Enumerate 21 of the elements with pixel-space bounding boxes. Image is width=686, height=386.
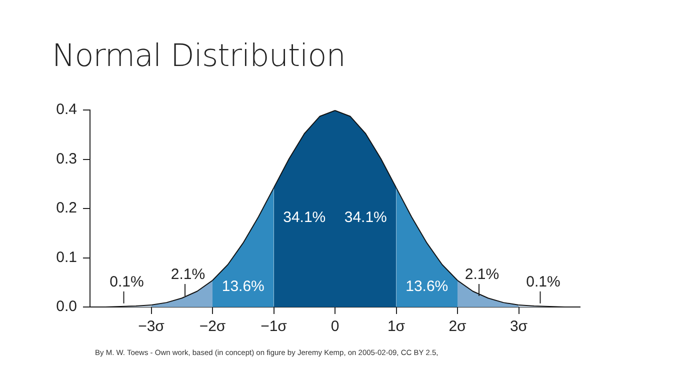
x-tick-label: 3σ <box>510 318 528 336</box>
x-tick-label: −1σ <box>260 318 288 336</box>
annotation: 0.1% <box>110 274 144 291</box>
y-tick-label: 0.3 <box>56 150 77 168</box>
annotation: 13.6% <box>222 278 264 296</box>
annotation: 34.1% <box>344 208 387 226</box>
annotation: 2.1% <box>170 266 206 284</box>
y-tick-label: 0.2 <box>56 200 77 217</box>
x-tick-label: 0 <box>330 318 340 336</box>
y-tick-label: 0.1 <box>56 248 77 266</box>
y-tick-label: 0.0 <box>56 298 77 316</box>
x-tick-label: −2σ <box>199 318 226 336</box>
x-tick-label: 2σ <box>448 318 468 336</box>
annotation: 13.6% <box>406 278 448 296</box>
x-tick-label: −3σ <box>138 318 166 336</box>
y-tick-label: 0.4 <box>56 101 77 118</box>
annotation: 34.1% <box>283 208 326 226</box>
annotation: 0.1% <box>526 274 560 291</box>
x-tick-label: 1σ <box>387 318 406 336</box>
annotation: 2.1% <box>464 266 500 284</box>
chart-title: Normal Distribution <box>52 38 346 74</box>
